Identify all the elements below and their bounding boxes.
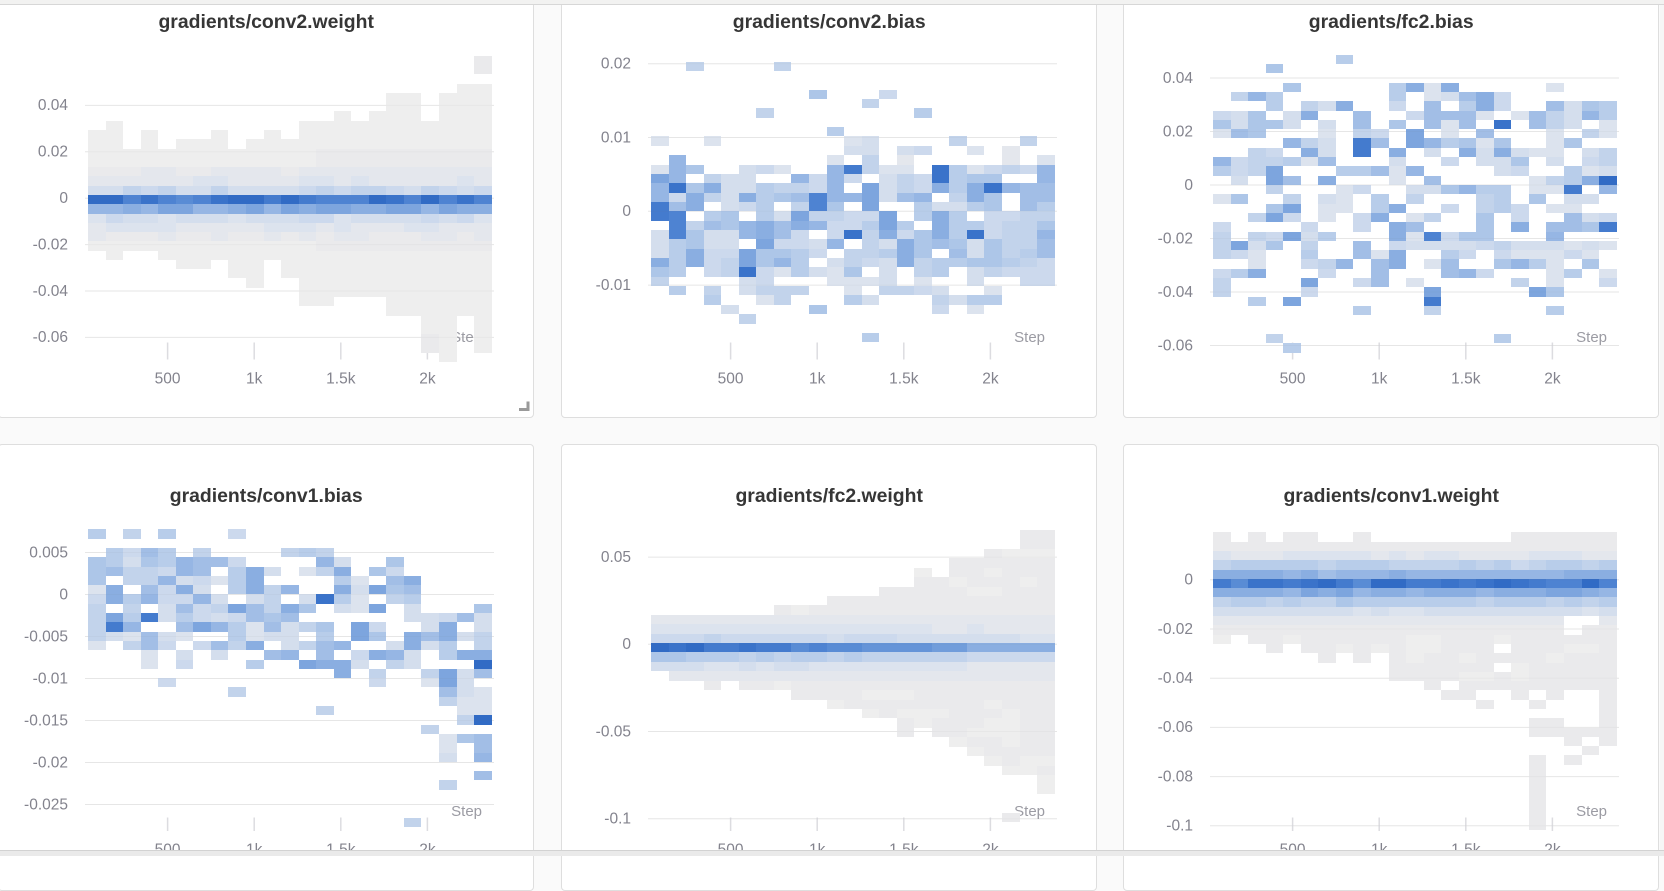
svg-text:-0.025: -0.025 xyxy=(24,796,68,813)
svg-text:-0.02: -0.02 xyxy=(1157,620,1192,637)
svg-text:1.5k: 1.5k xyxy=(326,371,356,388)
svg-text:-0.015: -0.015 xyxy=(24,712,68,729)
svg-text:2k: 2k xyxy=(982,371,999,388)
svg-text:0: 0 xyxy=(1184,177,1193,194)
svg-text:0.02: 0.02 xyxy=(37,144,67,161)
svg-text:1.5k: 1.5k xyxy=(889,371,919,388)
svg-text:-0.06: -0.06 xyxy=(1157,719,1192,736)
svg-text:1.5k: 1.5k xyxy=(1451,371,1481,388)
svg-text:-0.02: -0.02 xyxy=(32,236,67,253)
svg-text:gradients/conv1.weight: gradients/conv1.weight xyxy=(1283,485,1499,507)
svg-text:-0.02: -0.02 xyxy=(32,754,67,771)
svg-text:Step: Step xyxy=(1014,803,1045,820)
svg-text:0.005: 0.005 xyxy=(29,544,68,561)
svg-text:-0.01: -0.01 xyxy=(32,670,67,687)
svg-text:-0.1: -0.1 xyxy=(604,810,631,827)
svg-text:0.04: 0.04 xyxy=(37,97,68,114)
svg-text:0: 0 xyxy=(622,203,631,220)
svg-text:500: 500 xyxy=(154,371,180,388)
svg-text:1k: 1k xyxy=(246,371,263,388)
svg-text:-0.01: -0.01 xyxy=(595,277,630,294)
svg-text:gradients/conv2.bias: gradients/conv2.bias xyxy=(732,11,925,33)
svg-text:-0.04: -0.04 xyxy=(32,283,68,300)
svg-text:-0.06: -0.06 xyxy=(1157,337,1192,354)
svg-text:0.01: 0.01 xyxy=(600,129,630,146)
svg-text:0.04: 0.04 xyxy=(1162,70,1193,87)
svg-text:0.02: 0.02 xyxy=(600,56,630,73)
svg-text:-0.005: -0.005 xyxy=(24,628,68,645)
svg-text:gradients/fc2.bias: gradients/fc2.bias xyxy=(1308,11,1473,33)
svg-text:0: 0 xyxy=(59,586,68,603)
svg-text:0: 0 xyxy=(1184,571,1193,588)
svg-text:2k: 2k xyxy=(1544,371,1561,388)
svg-text:Step: Step xyxy=(1576,329,1607,346)
svg-text:500: 500 xyxy=(717,371,743,388)
svg-text:gradients/conv1.bias: gradients/conv1.bias xyxy=(169,485,362,507)
svg-text:0: 0 xyxy=(59,190,68,207)
svg-text:-0.05: -0.05 xyxy=(595,723,630,740)
svg-text:-0.04: -0.04 xyxy=(1157,670,1193,687)
svg-text:0.05: 0.05 xyxy=(600,548,630,565)
svg-text:gradients/fc2.weight: gradients/fc2.weight xyxy=(735,485,923,507)
svg-text:Step: Step xyxy=(1014,329,1045,346)
svg-text:-0.02: -0.02 xyxy=(1157,230,1192,247)
svg-text:2k: 2k xyxy=(419,371,436,388)
svg-text:1k: 1k xyxy=(809,371,826,388)
svg-text:-0.04: -0.04 xyxy=(1157,284,1193,301)
svg-text:-0.08: -0.08 xyxy=(1157,768,1192,785)
svg-text:Step: Step xyxy=(1576,803,1607,820)
svg-text:0.02: 0.02 xyxy=(1162,123,1192,140)
svg-text:0: 0 xyxy=(622,636,631,653)
svg-text:500: 500 xyxy=(1279,371,1305,388)
svg-text:-0.06: -0.06 xyxy=(32,329,67,346)
svg-text:-0.1: -0.1 xyxy=(1166,817,1193,834)
svg-text:gradients/conv2.weight: gradients/conv2.weight xyxy=(158,11,374,33)
svg-text:Step: Step xyxy=(451,803,482,820)
svg-text:1k: 1k xyxy=(1371,371,1388,388)
